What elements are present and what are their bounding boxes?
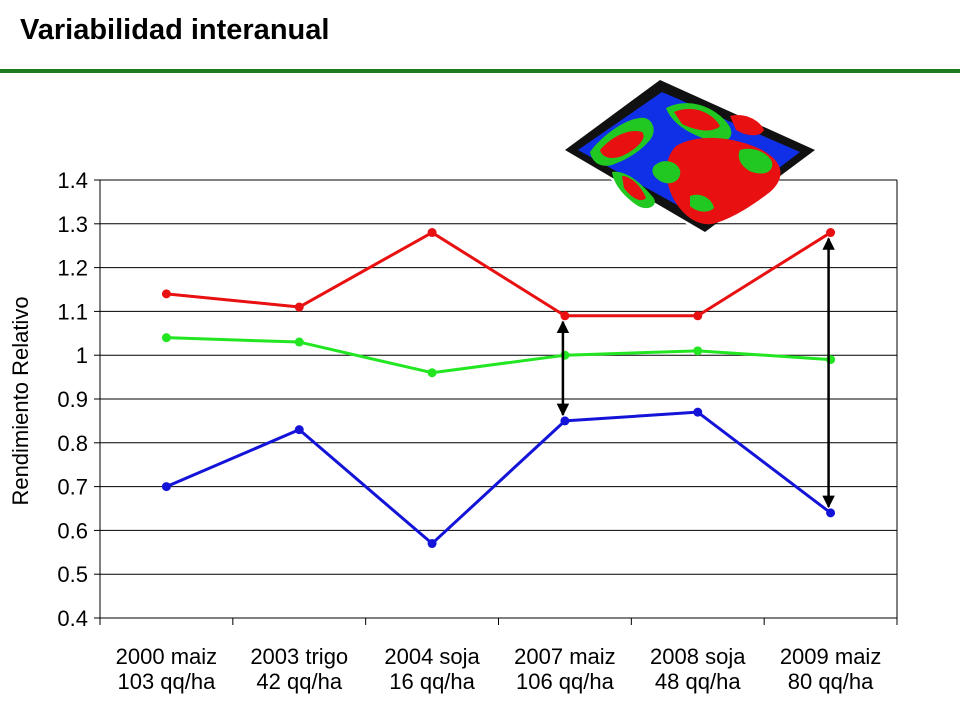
x-category-labels: 2000 maiz 103 qq/ha 2003 trigo 42 qq/ha 2004… [116,644,882,694]
x-category-label: 2009 maiz 80 qq/ha [780,644,882,694]
series-2 [161,407,836,549]
x-category-label-line: 106 qq/ha [516,669,615,694]
x-category-label: 2007 maiz 106 qq/ha [514,644,616,694]
data-point [161,289,171,299]
data-point [427,228,437,238]
y-tick-label: 1.4 [57,168,88,193]
gridlines [100,179,897,619]
data-point [427,539,437,549]
yield-map-thumbnail [560,78,818,232]
x-category-label-line: 48 qq/ha [655,669,741,694]
x-category-label: 2000 maiz 103 qq/ha [116,644,218,694]
x-category-label-line: 2007 maiz [514,644,616,669]
y-tick-label: 1.1 [57,299,88,324]
series-line [166,336,831,375]
data-point [560,311,570,321]
y-tick-label: 0.6 [57,518,88,543]
y-tick-label: 0.7 [57,475,88,500]
data-point [826,228,836,238]
series-line [166,231,832,318]
data-point [161,333,171,343]
x-category-label-line: 2003 trigo [250,644,348,669]
data-point [294,425,304,435]
y-tick-label: 1 [76,343,88,368]
series-line [165,410,832,546]
x-category-label-line: 42 qq/ha [256,669,342,694]
x-category-label: 2003 trigo 42 qq/ha [250,644,348,694]
x-category-label-line: 2000 maiz [116,644,218,669]
data-point [693,407,703,417]
y-tick-label: 1.3 [57,212,88,237]
y-axis-title: Rendimiento Relativo [8,296,33,505]
x-category-label-line: 2004 soja [384,644,480,669]
x-category-label-line: 80 qq/ha [788,669,874,694]
y-tick-label: 0.9 [57,387,88,412]
x-category-label: 2004 soja 16 qq/ha [384,644,480,694]
data-point [161,482,171,492]
title-divider [0,69,960,73]
x-category-label-line: 2008 soja [650,644,746,669]
data-point [560,416,570,426]
data-point [294,337,304,347]
y-tick-label: 1.2 [57,256,88,281]
y-tick-label: 0.4 [57,606,88,631]
x-category-label-line: 103 qq/ha [117,669,216,694]
data-point [427,368,437,378]
x-category-label-line: 2009 maiz [780,644,882,669]
data-point [826,508,836,518]
x-category-label-line: 16 qq/ha [389,669,475,694]
axes: Rendimiento Relativo [8,179,898,625]
x-category-label: 2008 soja 48 qq/ha [650,644,746,694]
y-tick-label: 0.5 [57,562,88,587]
data-point [294,302,304,312]
data-series [161,228,836,549]
y-tick-label: 0.8 [57,431,88,456]
slide-title: Variabilidad interanual [20,14,330,46]
y-tick-labels: 1.4 1.3 1.2 1.1 1 0.9 0.8 0.7 0.6 0.5 0.4 [57,168,88,631]
series-0 [161,228,836,321]
data-point [693,311,703,321]
range-arrows [556,237,835,509]
data-point [693,346,703,356]
